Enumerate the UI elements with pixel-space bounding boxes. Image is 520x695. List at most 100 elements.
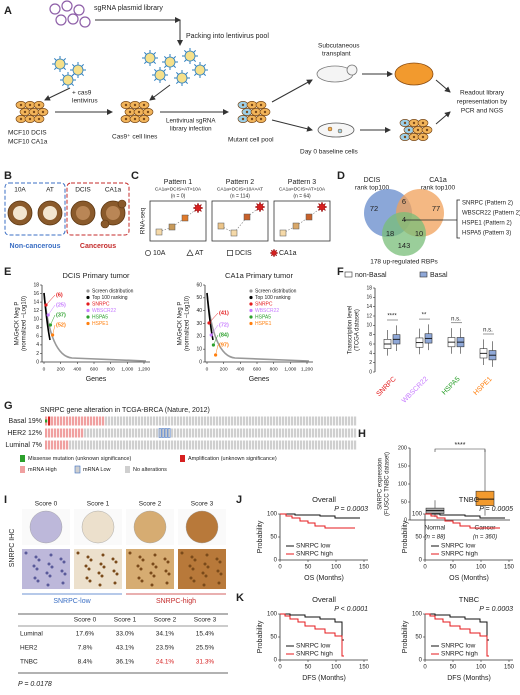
expression-marker bbox=[168, 223, 176, 231]
sample bbox=[351, 428, 354, 438]
circle-marker bbox=[145, 250, 151, 256]
virus-spike bbox=[203, 63, 207, 67]
sample bbox=[255, 416, 258, 426]
table-header: Score 1 bbox=[114, 617, 137, 624]
significance: n.s. bbox=[483, 328, 493, 334]
label: P = 0.0003 bbox=[334, 506, 368, 513]
x-tick-label: 0 bbox=[278, 565, 282, 571]
sample bbox=[300, 428, 303, 438]
sample bbox=[132, 440, 135, 450]
table-header: Score 3 bbox=[194, 617, 217, 624]
sample bbox=[141, 440, 144, 450]
sample bbox=[330, 428, 333, 438]
sample bbox=[102, 416, 105, 426]
leader-line bbox=[50, 314, 56, 326]
label: Day 0 baseline cells bbox=[300, 149, 359, 156]
sample bbox=[96, 440, 99, 450]
survival-high bbox=[425, 613, 489, 657]
sample bbox=[114, 416, 117, 426]
virus-spike bbox=[185, 71, 189, 75]
nucleus bbox=[192, 579, 196, 583]
leader-line bbox=[213, 334, 219, 346]
sample bbox=[327, 416, 330, 426]
venn-count: 72 bbox=[370, 204, 378, 213]
cell-nucleus bbox=[263, 110, 267, 114]
nucleus bbox=[204, 574, 208, 578]
x-tick-label: 100 bbox=[331, 565, 342, 571]
label: CA1a>DCIS>AT>10A bbox=[155, 186, 202, 192]
sample bbox=[207, 428, 210, 438]
sample bbox=[252, 428, 255, 438]
table-cell: 23.5% bbox=[156, 645, 175, 652]
legend-marker bbox=[249, 289, 253, 293]
sample bbox=[288, 428, 291, 438]
y-tick-label: 50 bbox=[415, 535, 422, 541]
virus-spike bbox=[163, 68, 167, 72]
arrow bbox=[44, 87, 71, 101]
label: Score 0 bbox=[35, 501, 58, 508]
sample bbox=[297, 428, 300, 438]
sample bbox=[285, 428, 288, 438]
sample bbox=[300, 416, 303, 426]
label: Basal bbox=[430, 272, 448, 279]
nucleus bbox=[215, 557, 219, 561]
sample bbox=[126, 440, 129, 450]
sample bbox=[294, 440, 297, 450]
nucleus bbox=[165, 581, 169, 585]
sample bbox=[198, 416, 201, 426]
legend-swatch bbox=[125, 466, 130, 473]
y-tick-label: 100 bbox=[267, 512, 278, 518]
label: rank top100 bbox=[421, 185, 456, 192]
sample bbox=[354, 428, 357, 438]
sample bbox=[69, 440, 72, 450]
survival-low bbox=[425, 613, 489, 641]
tissue-core bbox=[29, 510, 63, 544]
sample bbox=[195, 428, 198, 438]
virus bbox=[154, 69, 166, 81]
sample bbox=[309, 428, 312, 438]
trend bbox=[282, 206, 323, 234]
sample bbox=[213, 428, 216, 438]
virus-spike bbox=[203, 73, 207, 77]
gene-point bbox=[209, 333, 213, 337]
expression-marker bbox=[230, 229, 238, 237]
sample bbox=[204, 416, 207, 426]
sample bbox=[312, 416, 315, 426]
sample bbox=[156, 428, 159, 438]
star-marker bbox=[192, 202, 204, 214]
nucleus bbox=[149, 571, 153, 575]
y-tick-label: 0 bbox=[404, 517, 407, 523]
sample bbox=[117, 416, 120, 426]
cell-nucleus bbox=[124, 117, 128, 121]
panel-label: D bbox=[337, 170, 345, 182]
sample bbox=[324, 440, 327, 450]
sample bbox=[249, 428, 252, 438]
label: Overall bbox=[312, 495, 336, 504]
label: WBSCR22 (Pattern 2) bbox=[462, 211, 520, 217]
y-tick-label: 100 bbox=[267, 612, 278, 618]
sample bbox=[60, 440, 63, 450]
leader-line bbox=[208, 312, 219, 324]
sample bbox=[114, 440, 117, 450]
sample bbox=[234, 440, 237, 450]
panel-label: B bbox=[4, 170, 12, 182]
legend-marker bbox=[249, 321, 253, 326]
sample bbox=[147, 428, 150, 438]
survival-high bbox=[280, 613, 344, 657]
y-tick-label: 50 bbox=[270, 635, 277, 641]
nucleus bbox=[100, 574, 104, 578]
sample bbox=[93, 416, 96, 426]
cell-nucleus bbox=[241, 117, 245, 121]
sample bbox=[63, 416, 66, 426]
virus-spike bbox=[71, 73, 75, 77]
y-tick-label: 0 bbox=[274, 558, 278, 564]
sample bbox=[138, 440, 141, 450]
table-cell: 33.0% bbox=[116, 631, 135, 638]
label: SNRPC low bbox=[441, 643, 476, 650]
survival-high bbox=[425, 513, 500, 529]
x-tick-label: 0 bbox=[206, 366, 209, 372]
sample bbox=[87, 428, 90, 438]
sample bbox=[164, 428, 168, 438]
sample bbox=[276, 428, 279, 438]
sample bbox=[270, 428, 273, 438]
